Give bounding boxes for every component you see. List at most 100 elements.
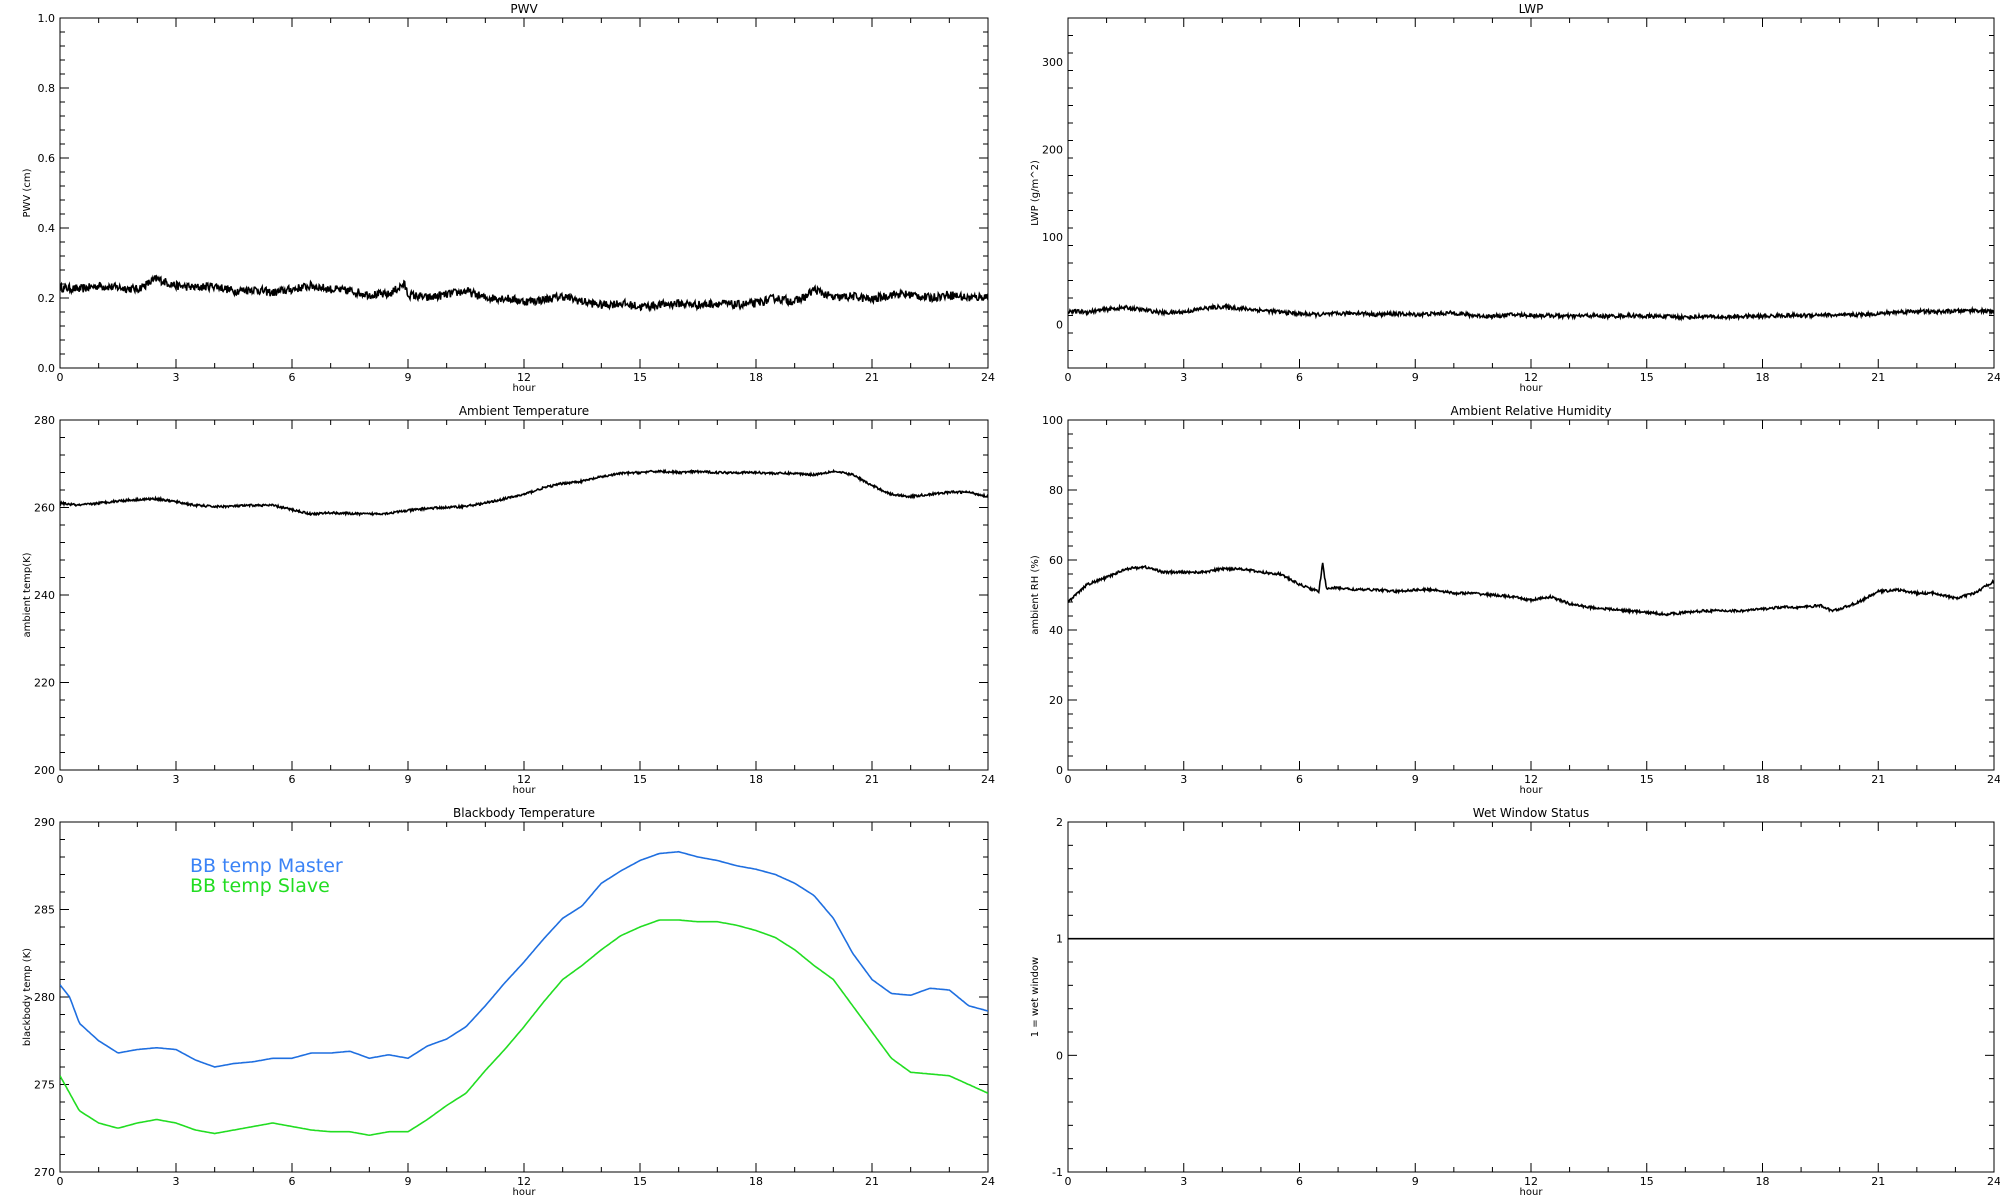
x-tick-label: 6 bbox=[289, 1175, 296, 1188]
x-tick-label: 12 bbox=[1524, 773, 1538, 786]
x-tick-label: 15 bbox=[1640, 371, 1654, 384]
y-tick-label: 60 bbox=[1049, 554, 1063, 567]
y-axis-label: blackbody temp (K) bbox=[22, 948, 33, 1046]
y-tick-label: 1.0 bbox=[38, 12, 56, 25]
y-tick-label: 270 bbox=[34, 1166, 55, 1179]
y-tick-label: 100 bbox=[1042, 231, 1063, 244]
chart-panel-pwv: PWV 0 3 6 9 12 15 18 21 24 hour 0.0 0.2 0.4 0.6 0.8 1.0 P… bbox=[22, 2, 995, 394]
series-line-bb-temp-master bbox=[60, 850, 988, 1068]
x-tick-label: 18 bbox=[749, 773, 763, 786]
series-line bbox=[60, 274, 988, 313]
x-tick-label: 15 bbox=[1640, 773, 1654, 786]
y-axis-label: PWV (cm) bbox=[22, 168, 33, 217]
y-tick-label: 290 bbox=[34, 816, 55, 829]
x-tick-label: 18 bbox=[749, 1175, 763, 1188]
x-tick-label: 3 bbox=[1180, 773, 1187, 786]
plot-frame bbox=[1067, 821, 1995, 1173]
x-axis-label: hour bbox=[1520, 785, 1544, 796]
x-tick-label: 21 bbox=[1871, 1175, 1885, 1188]
y-tick-label: 285 bbox=[34, 904, 55, 917]
x-tick-label: 21 bbox=[865, 1175, 879, 1188]
x-tick-label: 6 bbox=[1296, 773, 1303, 786]
y-tick-label: 0 bbox=[1056, 764, 1063, 777]
y-tick-label: 80 bbox=[1049, 484, 1063, 497]
x-tick-label: 15 bbox=[633, 371, 647, 384]
y-tick-label: 300 bbox=[1042, 56, 1063, 69]
y-tick-label: 200 bbox=[34, 764, 55, 777]
y-tick-label: 280 bbox=[34, 991, 55, 1004]
x-tick-label: 12 bbox=[1524, 371, 1538, 384]
chart-panel-ambient-temp: Ambient Temperature 0 3 6 9 12 15 18 21 24 hour 200… bbox=[22, 404, 995, 796]
chart-title: Wet Window Status bbox=[1473, 806, 1589, 820]
x-tick-label: 6 bbox=[1296, 1175, 1303, 1188]
y-tick-label: 0.8 bbox=[38, 82, 56, 95]
x-tick-label: 24 bbox=[1987, 371, 2000, 384]
x-tick-label: 12 bbox=[1524, 1175, 1538, 1188]
y-tick-label: 220 bbox=[34, 677, 55, 690]
x-tick-label: 24 bbox=[981, 371, 995, 384]
x-tick-label: 15 bbox=[633, 773, 647, 786]
series-line-bb-temp-slave bbox=[60, 919, 988, 1137]
y-tick-label: 0.2 bbox=[38, 292, 56, 305]
x-tick-label: 18 bbox=[1756, 1175, 1770, 1188]
y-tick-label: 260 bbox=[34, 502, 55, 515]
y-tick-label: 280 bbox=[34, 414, 55, 427]
x-tick-label: 15 bbox=[633, 1175, 647, 1188]
y-tick-label: 1 bbox=[1056, 933, 1063, 946]
x-tick-label: 15 bbox=[1640, 1175, 1654, 1188]
x-tick-label: 9 bbox=[405, 1175, 412, 1188]
x-tick-label: 3 bbox=[1180, 1175, 1187, 1188]
x-tick-label: 0 bbox=[57, 773, 64, 786]
x-tick-label: 3 bbox=[173, 773, 180, 786]
y-tick-label: 100 bbox=[1042, 414, 1063, 427]
x-tick-label: 6 bbox=[1296, 371, 1303, 384]
x-tick-label: 24 bbox=[1987, 1175, 2000, 1188]
x-tick-label: 24 bbox=[981, 1175, 995, 1188]
y-tick-label: 200 bbox=[1042, 143, 1063, 156]
y-axis-label: 1 = wet window bbox=[1030, 957, 1041, 1037]
x-axis-label: hour bbox=[1520, 1187, 1544, 1198]
y-tick-label: 0 bbox=[1056, 1049, 1063, 1062]
x-tick-label: 9 bbox=[405, 371, 412, 384]
x-tick-label: 6 bbox=[289, 773, 296, 786]
x-axis-label: hour bbox=[1520, 383, 1544, 394]
y-tick-label: 0.0 bbox=[38, 362, 56, 375]
x-tick-label: 9 bbox=[1412, 371, 1419, 384]
y-axis-label: ambient temp(K) bbox=[22, 552, 33, 637]
x-tick-label: 21 bbox=[1871, 371, 1885, 384]
x-tick-label: 0 bbox=[57, 1175, 64, 1188]
x-tick-label: 18 bbox=[1756, 371, 1770, 384]
x-tick-label: 9 bbox=[1412, 773, 1419, 786]
x-tick-label: 9 bbox=[1412, 1175, 1419, 1188]
y-tick-label: 0.6 bbox=[38, 152, 56, 165]
y-tick-label: 20 bbox=[1049, 694, 1063, 707]
x-tick-label: 21 bbox=[865, 371, 879, 384]
x-tick-label: 9 bbox=[405, 773, 412, 786]
x-tick-label: 24 bbox=[981, 773, 995, 786]
chart-title: Blackbody Temperature bbox=[453, 806, 595, 820]
chart-panel-lwp: LWP 0 3 6 9 12 15 18 21 24 hour 0 100 200 300 LWP (g/m^… bbox=[1030, 2, 2000, 394]
chart-panel-ambient-rh: Ambient Relative Humidity 0 3 6 9 12 15 18 21 24 h… bbox=[1030, 404, 2000, 796]
legend-entry: BB temp Master bbox=[190, 855, 343, 877]
y-axis-label: LWP (g/m^2) bbox=[1030, 160, 1041, 226]
series-line bbox=[1068, 302, 1994, 322]
chart-title: PWV bbox=[510, 2, 538, 16]
x-tick-label: 0 bbox=[1065, 773, 1072, 786]
x-tick-label: 21 bbox=[865, 773, 879, 786]
x-tick-label: 0 bbox=[1065, 371, 1072, 384]
y-axis-label: ambient RH (%) bbox=[1030, 555, 1041, 635]
x-tick-label: 18 bbox=[1756, 773, 1770, 786]
chart-title: Ambient Relative Humidity bbox=[1451, 404, 1612, 418]
x-tick-label: 0 bbox=[57, 371, 64, 384]
chart-panel-blackbody-temp: Blackbody Temperature 0 3 6 9 12 15 18 21 24 hour 2… bbox=[22, 806, 995, 1198]
y-tick-label: -1 bbox=[1052, 1166, 1063, 1179]
x-tick-label: 12 bbox=[517, 1175, 531, 1188]
series-line bbox=[60, 468, 988, 517]
x-tick-label: 6 bbox=[289, 371, 296, 384]
plot-frame bbox=[59, 17, 989, 369]
x-axis-label: hour bbox=[513, 383, 537, 394]
x-tick-label: 18 bbox=[749, 371, 763, 384]
legend-entry: BB temp Slave bbox=[190, 875, 330, 897]
